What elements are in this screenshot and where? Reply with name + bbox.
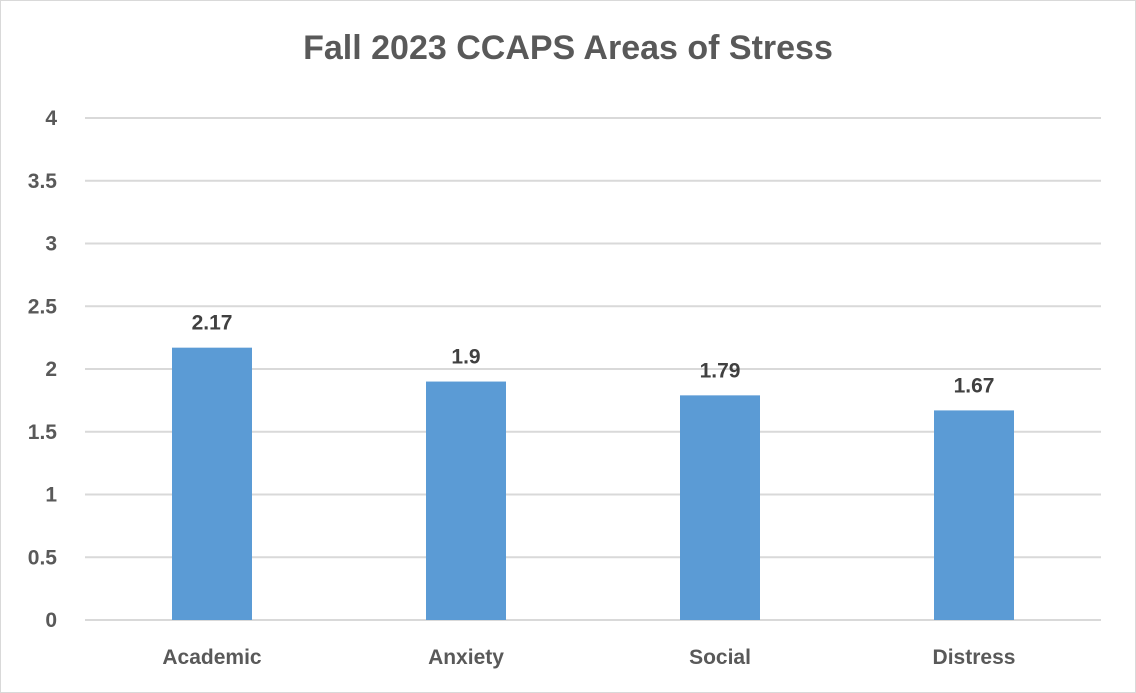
bar-anxiety — [426, 381, 506, 620]
category-label: Anxiety — [428, 646, 504, 669]
bar-academic — [172, 347, 252, 620]
chart-title: Fall 2023 CCAPS Areas of Stress — [303, 29, 833, 67]
data-label: 1.79 — [700, 359, 741, 382]
bars — [172, 347, 1014, 620]
category-label: Distress — [933, 646, 1016, 669]
bar-distress — [934, 410, 1014, 620]
category-labels: Academic Anxiety Social Distress — [162, 646, 1015, 669]
y-tick-label: 1.5 — [28, 421, 58, 444]
category-label: Academic — [162, 646, 262, 669]
data-label: 1.9 — [451, 346, 480, 369]
data-label: 2.17 — [192, 312, 233, 335]
y-tick-label: 0 — [45, 609, 57, 632]
data-label: 1.67 — [954, 374, 995, 397]
category-label: Social — [689, 646, 751, 669]
y-tick-label: 3.5 — [28, 170, 58, 193]
bar-social — [680, 395, 760, 620]
y-tick-label: 1 — [45, 484, 57, 507]
data-labels: 2.17 1.9 1.79 1.67 — [192, 312, 995, 398]
y-tick-label: 4 — [45, 107, 57, 130]
y-tick-label: 2.5 — [28, 295, 58, 318]
y-tick-label: 3 — [45, 233, 57, 256]
y-axis-ticks: 0 0.5 1 1.5 2 2.5 3 3.5 4 — [28, 107, 58, 632]
gridlines — [85, 117, 1101, 621]
y-tick-label: 0.5 — [28, 546, 58, 569]
y-tick-label: 2 — [45, 358, 57, 381]
